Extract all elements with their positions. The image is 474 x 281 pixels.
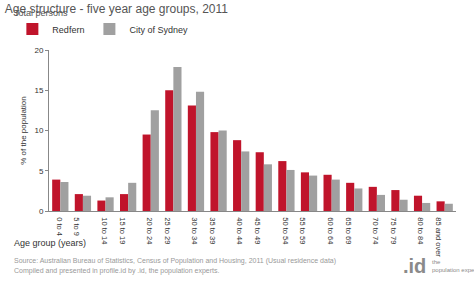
svg-text:15: 15: [34, 86, 43, 95]
svg-text:Age structure - five year age: Age structure - five year age groups, 20…: [5, 2, 229, 16]
svg-text:thepopulation experts: thepopulation experts: [432, 259, 474, 273]
svg-text:20 to 24: 20 to 24: [145, 217, 154, 244]
svg-text:40 to 44: 40 to 44: [235, 217, 244, 244]
svg-text:60 to 64: 60 to 64: [326, 217, 335, 244]
svg-text:Age group (years): Age group (years): [14, 238, 86, 248]
svg-text:20: 20: [34, 46, 43, 55]
svg-text:55 to 59: 55 to 59: [298, 217, 307, 244]
svg-text:25 to 29: 25 to 29: [163, 217, 172, 244]
svg-text:70 to 74: 70 to 74: [371, 217, 380, 244]
svg-text:30 to 34: 30 to 34: [190, 217, 199, 244]
svg-text:0: 0: [39, 207, 44, 216]
svg-text:80 to 84: 80 to 84: [416, 217, 425, 244]
svg-text:City of Sydney: City of Sydney: [129, 25, 188, 35]
svg-text:Source: Australian Bureau of S: Source: Australian Bureau of Statistics,…: [14, 257, 336, 265]
svg-text:45 to 49: 45 to 49: [253, 217, 262, 244]
svg-text:Total persons: Total persons: [14, 8, 68, 18]
svg-text:15 to 19: 15 to 19: [118, 217, 127, 244]
svg-text:10 to 14: 10 to 14: [100, 217, 109, 244]
svg-text:65 to 69: 65 to 69: [344, 217, 353, 244]
svg-text:5 to 9: 5 to 9: [72, 217, 81, 236]
svg-text:5: 5: [39, 167, 44, 176]
svg-text:75 to 79: 75 to 79: [389, 217, 398, 244]
svg-text:85 and over: 85 and over: [434, 217, 443, 257]
svg-text:0 to 4: 0 to 4: [55, 217, 64, 236]
svg-text:.id: .id: [403, 255, 426, 277]
svg-text:50 to 54: 50 to 54: [281, 217, 290, 244]
svg-text:Compiled and presented in prof: Compiled and presented in profile.id by …: [14, 267, 220, 275]
svg-text:Redfern: Redfern: [52, 25, 84, 35]
svg-text:% of the population: % of the population: [19, 96, 28, 165]
svg-text:10: 10: [34, 126, 43, 135]
svg-text:35 to 39: 35 to 39: [208, 217, 217, 244]
